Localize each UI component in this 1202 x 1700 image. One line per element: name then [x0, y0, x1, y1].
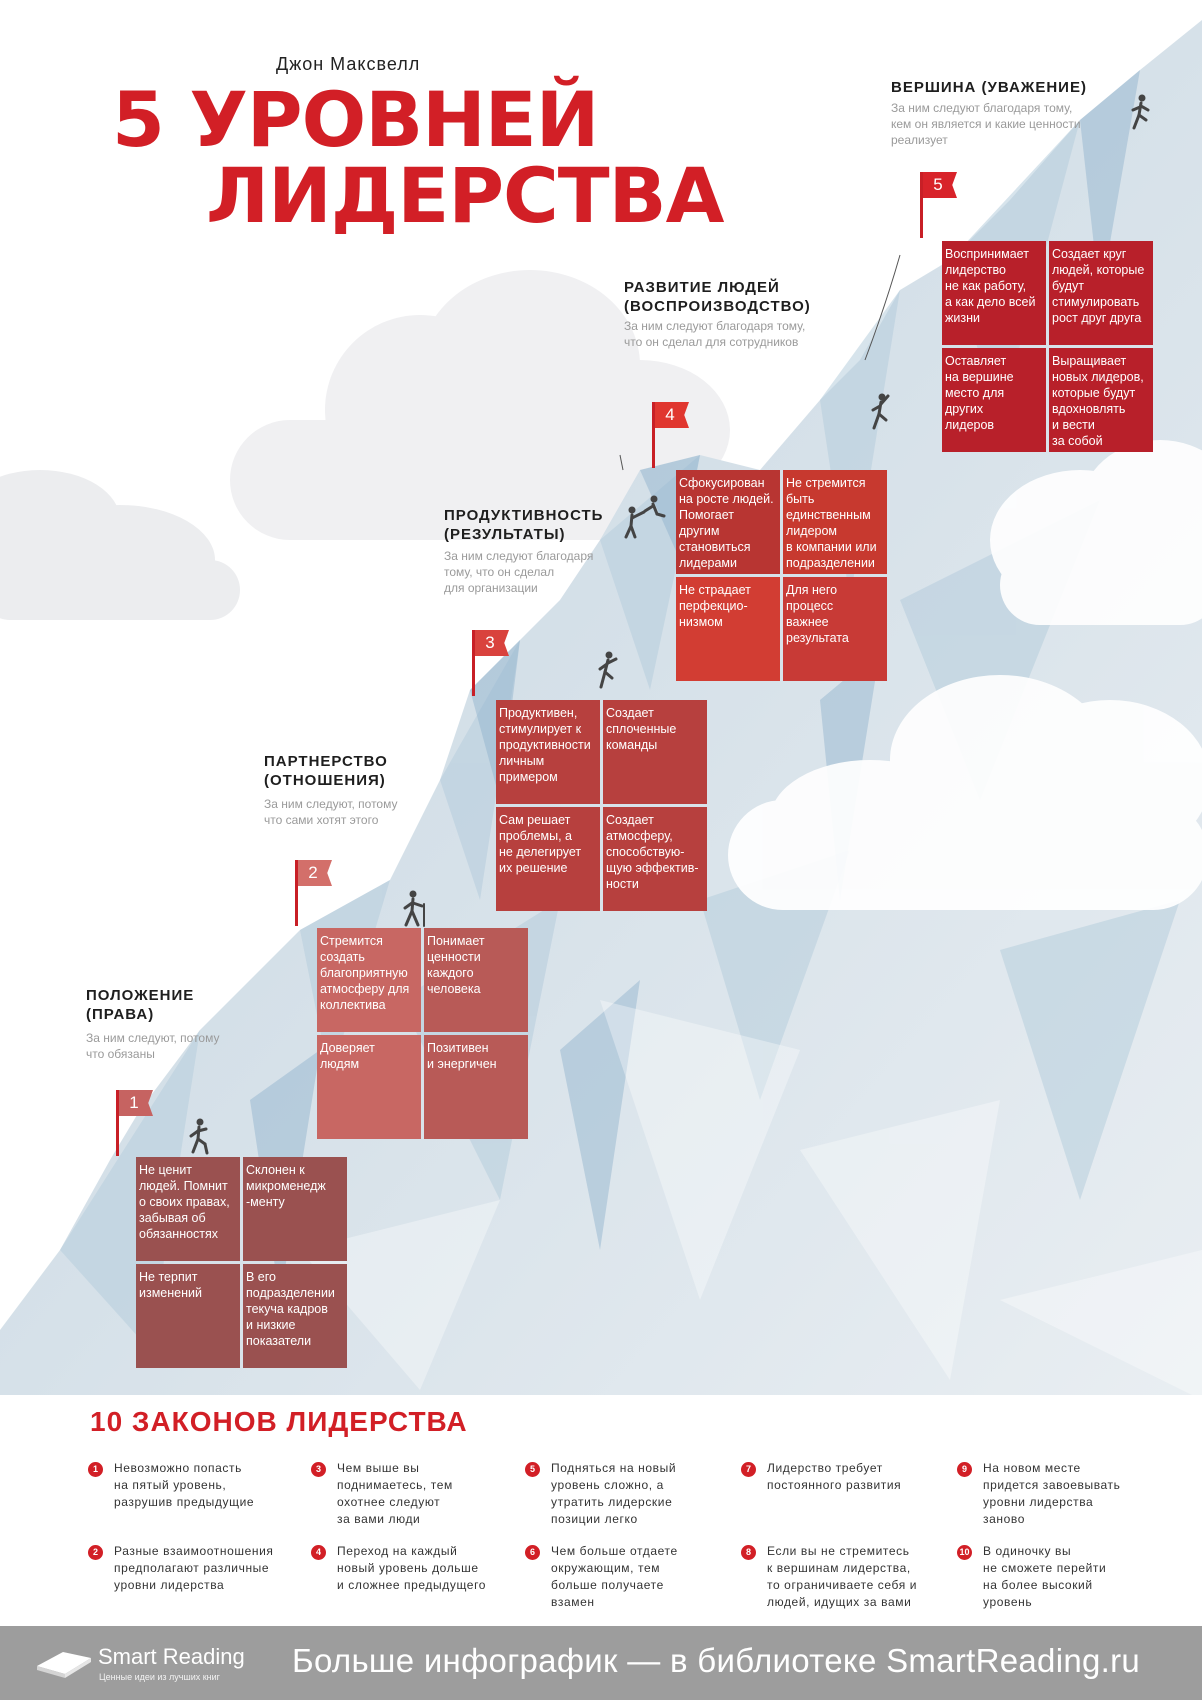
level-1-grid: Не ценит людей. Помнит о своих правах, з… — [136, 1157, 347, 1368]
law-text: Лидерство требует постоянного развития — [767, 1461, 902, 1492]
hiker-icon — [403, 890, 425, 927]
level-3-cell-3: Сам решает проблемы, а не делегирует их … — [496, 807, 600, 911]
level-2-grid: Стремится создать благоприятную атмосфер… — [317, 928, 528, 1139]
level-1-cell-1: Не ценит людей. Помнит о своих правах, з… — [136, 1157, 240, 1261]
law-number: 8 — [741, 1545, 756, 1560]
level-2-subtitle: За ним следуют, потому что сами хотят эт… — [264, 797, 398, 827]
level-3-title: ПРОДУКТИВНОСТЬ (РЕЗУЛЬТАТЫ) — [444, 507, 604, 543]
level-1-cell-4: В его подразделении текуча кадров и низк… — [243, 1264, 347, 1368]
flag-number: 1 — [119, 1090, 153, 1116]
level-4-cell-1: Сфокусирован на росте людей. Помогает др… — [676, 470, 780, 574]
climber-icon — [1131, 94, 1150, 130]
level-4-cell-4: Для него процесс важнее результата — [783, 577, 887, 681]
mountain-background — [0, 20, 1202, 1400]
level-1-title: ПОЛОЖЕНИЕ (ПРАВА) — [86, 987, 195, 1023]
cloud-left — [0, 470, 240, 620]
author-name: Джон Максвелл — [276, 54, 421, 74]
law-number: 10 — [957, 1545, 972, 1560]
law-text: На новом месте придется завоевывать уров… — [983, 1461, 1121, 1526]
level-5-cell-4: Выращивает новых лидеров, которые будут … — [1049, 348, 1153, 452]
level-5-cell-1: Воспринимает лидерство не как работу, а … — [942, 241, 1046, 345]
level-1-subtitle: За ним следуют, потому что обязаны — [86, 1031, 220, 1061]
level-3-cell-4: Создает атмосферу, способствую- щую эффе… — [603, 807, 707, 911]
level-4-title: РАЗВИТИЕ ЛЮДЕЙ (ВОСПРОИЗВОДСТВО) — [624, 279, 811, 315]
level-4-cell-2: Не стремится быть единственным лидером в… — [783, 470, 887, 574]
flag-number: 3 — [475, 630, 509, 656]
poster-title-line-2: ЛИДЕРСТВА — [206, 151, 724, 240]
level-2-cell-1: Стремится создать благоприятную атмосфер… — [317, 928, 421, 1032]
level-2-title: ПАРТНЕРСТВО (ОТНОШЕНИЯ) — [264, 753, 388, 789]
footer-bar: Smart Reading Ценные идеи из лучших книг… — [0, 1626, 1202, 1700]
smart-reading-logo-icon — [37, 1652, 91, 1678]
footer-cta-link[interactable]: Больше инфографик — в библиотеке SmartRe… — [292, 1642, 1141, 1679]
level-2-cell-4: Позитивен и энергичен — [424, 1035, 528, 1139]
level-4-cell-3: Не страдает перфекцио- низмом — [676, 577, 780, 681]
ice-mountain — [0, 20, 1202, 1400]
law-number: 4 — [311, 1545, 326, 1560]
climbers-helping-icon — [624, 495, 666, 539]
level-1-cell-2: Склонен к микроменедж -менту — [243, 1157, 347, 1261]
level-4-subtitle: За ним следуют благодаря тому, что он сд… — [624, 319, 806, 349]
flag-number: 5 — [923, 172, 957, 198]
level-4-grid: Сфокусирован на росте людей. Помогает др… — [676, 470, 887, 681]
brand-name: Smart Reading — [98, 1644, 245, 1669]
cloud-right-upper — [990, 440, 1202, 625]
law-number: 7 — [741, 1462, 756, 1477]
level-3-cell-1: Продуктивен, стимулирует к продуктивност… — [496, 700, 600, 804]
law-text: Если вы не стремитесь к вершинам лидерст… — [767, 1544, 918, 1609]
level-2-cell-2: Понимает ценности каждого человека — [424, 928, 528, 1032]
law-number: 3 — [311, 1462, 326, 1477]
law-text: Подняться на новый уровень сложно, а утр… — [551, 1461, 677, 1526]
laws-title: 10 ЗАКОНОВ ЛИДЕРСТВА — [90, 1406, 468, 1437]
flag-number: 2 — [298, 860, 332, 886]
law-text: Невозможно попасть на пятый уровень, раз… — [114, 1461, 255, 1509]
law-number: 5 — [525, 1462, 540, 1477]
law-number: 1 — [88, 1462, 103, 1477]
level-5-cell-3: Оставляет на вершине место для других ли… — [942, 348, 1046, 452]
poster-title-line-1: 5 УРОВНЕЙ — [112, 75, 599, 164]
level-5-title: ВЕРШИНА (УВАЖЕНИЕ) — [891, 79, 1087, 96]
law-number: 2 — [88, 1545, 103, 1560]
climber-icon — [189, 1118, 209, 1155]
level-1-cell-3: Не терпит изменений — [136, 1264, 240, 1368]
level-5-cell-2: Создает круг людей, которые будут стимул… — [1049, 241, 1153, 345]
law-text: Чем больше отдаете окружающим, тем больш… — [551, 1544, 678, 1609]
climber-icon — [598, 651, 618, 689]
law-text: Разные взаимоотношения предполагают разл… — [114, 1544, 274, 1592]
level-2-cell-3: Доверяет людям — [317, 1035, 421, 1139]
level-3-subtitle: За ним следуют благодаря тому, что он сд… — [444, 549, 594, 595]
level-3-cell-2: Создает сплоченные команды — [603, 700, 707, 804]
brand-tagline: Ценные идеи из лучших книг — [99, 1672, 220, 1682]
level-5-subtitle: За ним следуют благодаря тому, кем он яв… — [891, 101, 1081, 147]
law-text: Чем выше вы поднимаетесь, тем охотнее сл… — [337, 1461, 453, 1526]
rope-climber-icon — [871, 393, 890, 430]
level-3-grid: Продуктивен, стимулирует к продуктивност… — [496, 700, 707, 911]
law-number: 9 — [957, 1462, 972, 1477]
law-text: В одиночку вы не сможете перейти на боле… — [983, 1544, 1107, 1609]
law-number: 6 — [525, 1545, 540, 1560]
level-5-grid: Воспринимает лидерство не как работу, а … — [942, 241, 1153, 452]
cloud-right-lower — [728, 675, 1202, 910]
law-text: Переход на каждый новый уровень дольше и… — [337, 1544, 487, 1592]
flag-number: 4 — [655, 402, 689, 428]
